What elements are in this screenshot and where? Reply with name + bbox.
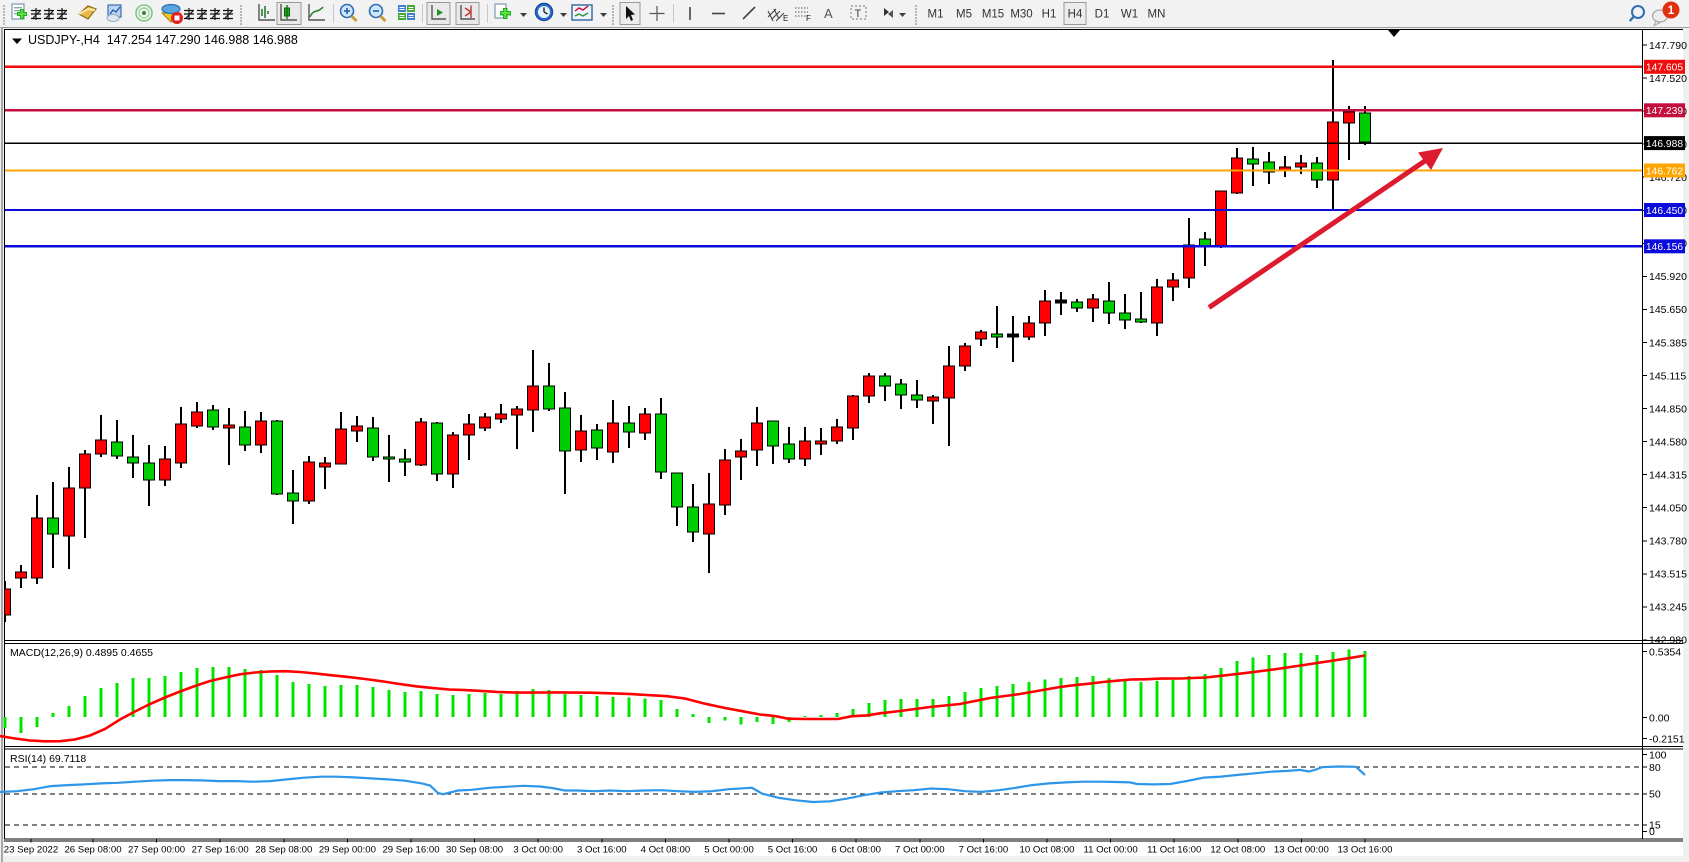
svg-text:147.520: 147.520: [1649, 73, 1687, 85]
svg-text:144.580: 144.580: [1649, 436, 1687, 448]
svg-text:13 Oct 00:00: 13 Oct 00:00: [1274, 845, 1329, 856]
svg-text:15: 15: [1649, 820, 1661, 832]
svg-text:13 Oct 16:00: 13 Oct 16:00: [1338, 845, 1393, 856]
svg-text:50: 50: [1649, 789, 1661, 801]
svg-text:145.385: 145.385: [1649, 337, 1687, 349]
svg-text:143.245: 143.245: [1649, 602, 1687, 614]
svg-text:M15: M15: [982, 9, 1004, 21]
svg-text:144.050: 144.050: [1649, 503, 1687, 515]
svg-text:7 Oct 16:00: 7 Oct 16:00: [959, 845, 1009, 856]
svg-text:144.850: 144.850: [1649, 403, 1687, 415]
svg-text:F: F: [806, 14, 811, 23]
svg-text:0.00: 0.00: [1649, 712, 1670, 724]
svg-text:A: A: [824, 6, 833, 21]
svg-text:M30: M30: [1010, 9, 1032, 21]
svg-text:28 Sep 08:00: 28 Sep 08:00: [255, 845, 312, 856]
svg-text:1: 1: [1668, 5, 1675, 17]
svg-text:146.450: 146.450: [1646, 206, 1683, 217]
svg-text:100: 100: [1649, 749, 1667, 761]
svg-text:144.315: 144.315: [1649, 470, 1687, 482]
svg-text:143.780: 143.780: [1649, 536, 1687, 548]
svg-text:M1: M1: [928, 9, 944, 21]
svg-text:80: 80: [1649, 762, 1661, 774]
svg-text:146.988: 146.988: [1646, 139, 1683, 150]
svg-text:11 Oct 00:00: 11 Oct 00:00: [1083, 845, 1137, 856]
svg-text:H4: H4: [1068, 9, 1083, 21]
svg-text:145.115: 145.115: [1649, 370, 1686, 382]
svg-text:USDJPY-,H4 147.254 147.290 14: USDJPY-,H4 147.254 147.290 146.988 146.9…: [28, 33, 298, 47]
svg-text:143.515: 143.515: [1649, 569, 1687, 581]
svg-text:147.605: 147.605: [1646, 63, 1683, 74]
svg-text:T: T: [855, 8, 862, 20]
svg-text:10 Oct 08:00: 10 Oct 08:00: [1020, 845, 1075, 856]
svg-text:W1: W1: [1121, 9, 1138, 21]
svg-text:29 Sep 00:00: 29 Sep 00:00: [319, 845, 376, 856]
svg-text:146.156: 146.156: [1646, 242, 1683, 253]
svg-text:5 Oct 00:00: 5 Oct 00:00: [704, 845, 754, 856]
svg-text:147.239: 147.239: [1646, 106, 1683, 117]
svg-text:4 Oct 08:00: 4 Oct 08:00: [641, 845, 691, 856]
svg-text:12 Oct 08:00: 12 Oct 08:00: [1210, 845, 1265, 856]
svg-text:5 Oct 16:00: 5 Oct 16:00: [768, 845, 818, 856]
svg-text:147.790: 147.790: [1649, 40, 1687, 52]
svg-text:0: 0: [1649, 826, 1655, 838]
svg-text:145.920: 145.920: [1649, 271, 1687, 283]
svg-text:26 Sep 08:00: 26 Sep 08:00: [64, 845, 121, 856]
svg-text:3 Oct 00:00: 3 Oct 00:00: [513, 845, 563, 856]
svg-text:MN: MN: [1148, 9, 1166, 21]
svg-text:-0.2151: -0.2151: [1649, 733, 1685, 745]
svg-text:M5: M5: [956, 9, 972, 21]
svg-text:H1: H1: [1042, 9, 1057, 21]
svg-text:RSI(14) 69.7118: RSI(14) 69.7118: [10, 753, 86, 765]
svg-text:30 Sep 08:00: 30 Sep 08:00: [446, 845, 503, 856]
svg-text:23 Sep 2022: 23 Sep 2022: [4, 845, 58, 856]
svg-text:27 Sep 00:00: 27 Sep 00:00: [128, 845, 185, 856]
svg-text:MACD(12,26,9) 0.4895 0.4655: MACD(12,26,9) 0.4895 0.4655: [10, 647, 153, 659]
svg-text:27 Sep 16:00: 27 Sep 16:00: [192, 845, 249, 856]
svg-text:29 Sep 16:00: 29 Sep 16:00: [382, 845, 439, 856]
svg-text:11 Oct 16:00: 11 Oct 16:00: [1147, 845, 1201, 856]
svg-text:D1: D1: [1095, 9, 1110, 21]
svg-text:142.980: 142.980: [1649, 635, 1687, 647]
svg-text:7 Oct 00:00: 7 Oct 00:00: [895, 845, 945, 856]
svg-text:E: E: [783, 14, 788, 23]
svg-text:146.762: 146.762: [1646, 166, 1683, 177]
svg-text:6 Oct 08:00: 6 Oct 08:00: [831, 845, 881, 856]
svg-text:3 Oct 16:00: 3 Oct 16:00: [577, 845, 627, 856]
svg-text:0.5354: 0.5354: [1649, 646, 1681, 658]
svg-text:145.650: 145.650: [1649, 304, 1687, 316]
